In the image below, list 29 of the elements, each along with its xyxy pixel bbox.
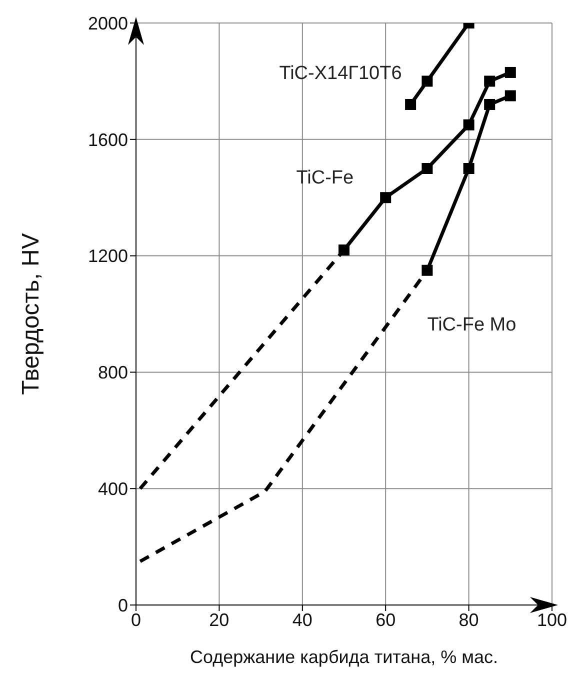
y-tick-label: 400	[98, 478, 128, 499]
y-tick-label: 0	[118, 595, 128, 616]
x-tick-label: 100	[536, 610, 568, 630]
point	[422, 76, 433, 87]
text: TiC-Fe Mo	[427, 314, 516, 336]
point	[463, 119, 474, 130]
x-tick-label: 60	[376, 610, 396, 630]
point	[380, 192, 392, 204]
y-tick-label: 800	[98, 362, 128, 383]
point	[504, 90, 516, 102]
x-axis-title: Содержание карбида титана, % мас.	[190, 647, 498, 667]
x-tick-label: 0	[130, 610, 142, 630]
x-tick-label: 20	[209, 610, 230, 630]
point	[484, 98, 496, 110]
point	[422, 163, 433, 174]
x-tick-label: 40	[292, 610, 312, 630]
y-axis-title: Твердость, HV	[18, 233, 45, 395]
y-tick-label: 1200	[88, 246, 128, 266]
y-tick-label: 2000	[88, 13, 128, 34]
point	[405, 98, 416, 110]
series-label: TiC-Х14Г10Т6	[279, 63, 402, 84]
x-tick-label: 80	[458, 610, 479, 630]
point	[463, 163, 474, 174]
point	[338, 244, 350, 256]
point	[422, 264, 433, 276]
point	[504, 66, 516, 78]
series-label: TiC-Fe	[296, 168, 354, 189]
y-tick-label: 1600	[88, 130, 128, 150]
point	[484, 76, 496, 87]
